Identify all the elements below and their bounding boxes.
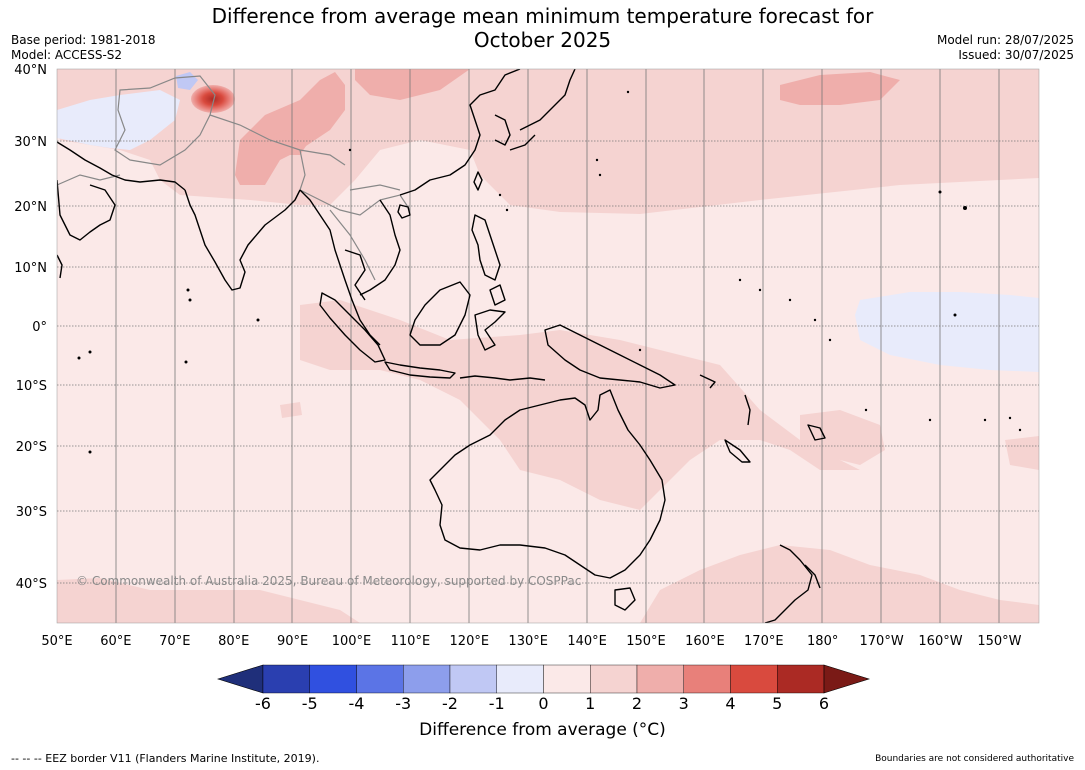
colorbar-bin	[262, 664, 310, 694]
latitude-label: 10°N	[14, 261, 47, 276]
colorbar-tick: 5	[772, 694, 782, 713]
title-line-1: Difference from average mean minimum tem…	[211, 4, 874, 28]
longitude-label: 100°E	[332, 634, 372, 649]
colorbar-tick: -4	[349, 694, 365, 713]
latitude-label: 30°S	[16, 505, 47, 520]
colorbar-bin	[449, 664, 497, 694]
colorbar-tick: -1	[489, 694, 505, 713]
colorbar-label: Difference from average (°C)	[419, 720, 666, 740]
longitude-label: 170°W	[860, 634, 904, 649]
longitude-label: 110°E	[391, 634, 431, 649]
colorbar-bin	[777, 664, 825, 694]
anomaly-2-3-regions	[235, 69, 900, 185]
longitude-label: 80°E	[218, 634, 249, 649]
longitude-label: 180°	[807, 634, 838, 649]
eez-border-note: -- -- -- EEZ border V11 (Flanders Marine…	[11, 752, 320, 765]
longitude-labels: 50°E 60°E 70°E 80°E 90°E 100°E 110°E 120°E 130°E…	[41, 634, 1021, 649]
coastlines	[57, 69, 826, 623]
meta-right: Model run: 28/07/2025 Issued: 30/07/2025	[937, 33, 1074, 63]
anomaly-cool-regions	[57, 90, 1039, 372]
colorbar-tick: 0	[538, 694, 548, 713]
longitude-label: 60°E	[100, 634, 131, 649]
colorbar-bin	[403, 664, 451, 694]
boundaries-disclaimer: Boundaries are not considered authoritat…	[875, 754, 1074, 764]
colorbar-bin	[683, 664, 731, 694]
colorbar-tick: -6	[255, 694, 271, 713]
longitude-label: 150°E	[626, 634, 666, 649]
copyright-notice: © Commonwealth of Australia 2025, Bureau…	[76, 574, 582, 588]
colorbar-bin	[356, 664, 404, 694]
colorbar-bin	[309, 664, 357, 694]
latitude-labels: 40°N 30°N 20°N 10°N 0° 10°S 20°S 30°S 40°S	[14, 63, 47, 592]
island-dots	[77, 90, 1022, 454]
colorbar: -6 -5 -4 -3 -2 -1 0 1 2 3 4 5 6	[216, 664, 871, 713]
latitude-label: 20°N	[14, 200, 47, 215]
latitude-label: 40°S	[16, 577, 47, 592]
latitude-label: 40°N	[14, 63, 47, 78]
map-frame	[56, 68, 1040, 624]
model-run: Model run: 28/07/2025	[936, 33, 1074, 47]
map-plot-area	[57, 69, 1039, 623]
longitude-label: 120°E	[450, 634, 490, 649]
latitude-label: 30°N	[14, 135, 47, 150]
colorbar-tick: -5	[302, 694, 318, 713]
colorbar-extend-low	[216, 664, 264, 694]
colorbar-tick: -2	[442, 694, 458, 713]
longitude-label: 130°E	[508, 634, 548, 649]
country-borders	[57, 75, 411, 281]
latitude-label: 0°	[32, 320, 47, 335]
colorbar-tick: 1	[585, 694, 595, 713]
colorbar-tick: 4	[725, 694, 735, 713]
latitude-label: 10°S	[16, 379, 47, 394]
issued-date: Issued: 30/07/2025	[958, 48, 1074, 62]
graticule	[57, 69, 1039, 623]
longitude-label: 160°W	[918, 634, 962, 649]
colorbar-bin	[543, 664, 591, 694]
meta-left: Base period: 1981-2018 Model: ACCESS-S2	[11, 33, 156, 63]
latitude-label: 20°S	[16, 440, 47, 455]
longitude-label: 150°W	[977, 634, 1021, 649]
hot-spot	[191, 85, 235, 113]
colorbar-bin	[496, 664, 544, 694]
colorbar-extend-high	[823, 664, 871, 694]
longitude-label: 90°E	[277, 634, 308, 649]
colorbar-bin	[590, 664, 638, 694]
longitude-label: 140°E	[567, 634, 607, 649]
map-title: Difference from average mean minimum tem…	[0, 4, 1085, 52]
longitude-label: 70°E	[159, 634, 190, 649]
colorbar-bin	[730, 664, 778, 694]
colorbar-tick: 6	[819, 694, 829, 713]
title-line-2: October 2025	[473, 28, 612, 52]
colorbar-bin	[636, 664, 684, 694]
colorbar-tick: 2	[632, 694, 642, 713]
longitude-label: 160°E	[685, 634, 725, 649]
model-name: Model: ACCESS-S2	[11, 48, 123, 62]
colorbar-tick: -3	[395, 694, 411, 713]
colorbar-tick: 3	[679, 694, 689, 713]
longitude-label: 170°E	[744, 634, 784, 649]
longitude-label: 50°E	[41, 634, 72, 649]
base-period: Base period: 1981-2018	[11, 33, 156, 47]
